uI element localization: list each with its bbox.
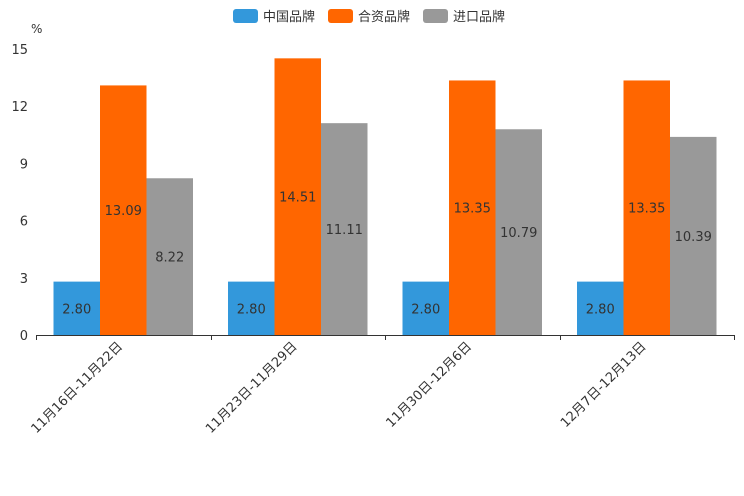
- bar: [146, 178, 193, 335]
- bar: [623, 80, 670, 336]
- data-label: 2.80: [237, 302, 266, 317]
- bar: [402, 281, 449, 335]
- legend-label: 进口品牌: [453, 9, 505, 25]
- data-label: 14.51: [279, 191, 316, 206]
- data-label: 10.39: [675, 230, 712, 245]
- x-tick-label: 12月7日-12月13日: [558, 339, 650, 431]
- x-tick-label: 11月16日-11月22日: [29, 339, 126, 436]
- data-label: 2.80: [586, 302, 615, 317]
- legend-label: 合资品牌: [358, 9, 410, 25]
- bar: [228, 281, 275, 335]
- data-label: 13.09: [105, 204, 142, 219]
- bar: [274, 58, 321, 336]
- y-tick-label: 0: [20, 329, 28, 344]
- y-tick-label: 3: [20, 272, 28, 287]
- bar: [577, 281, 624, 335]
- y-tick-label: 12: [11, 100, 28, 115]
- bar: [449, 80, 496, 336]
- data-label: 2.80: [411, 302, 440, 317]
- y-axis-unit-label: %: [31, 22, 42, 36]
- legend-swatch: [233, 9, 258, 23]
- bar: [495, 129, 542, 335]
- bar: [53, 281, 100, 335]
- bar: [100, 85, 147, 336]
- y-tick-label: 15: [11, 43, 28, 58]
- legend-label: 中国品牌: [263, 9, 315, 25]
- y-tick-label: 6: [20, 215, 28, 230]
- data-label: 11.11: [326, 223, 363, 238]
- x-tick-label: 11月23日-11月29日: [203, 339, 300, 436]
- x-tick-label: 11月30日-12月6日: [383, 339, 475, 431]
- data-label: 2.80: [62, 302, 91, 317]
- y-axis: 0 3 6 9 12 15: [11, 43, 28, 344]
- data-label: 13.35: [454, 202, 491, 217]
- bar: [670, 136, 717, 335]
- x-axis: 11月16日-11月22日 11月23日-11月29日 11月30日-12月6日 12…: [29, 335, 735, 437]
- legend: 中国品牌 合资品牌 进口品牌: [233, 9, 505, 25]
- legend-swatch: [328, 9, 353, 23]
- data-label: 13.35: [628, 202, 665, 217]
- data-label: 10.79: [500, 226, 537, 241]
- legend-swatch: [423, 9, 448, 23]
- bar: [321, 123, 368, 335]
- y-tick-label: 9: [20, 157, 28, 172]
- data-label: 8.22: [155, 251, 184, 266]
- bars: 2.80 13.09 8.22 2.80 14.51 11.11 2.80 13.35 10.7…: [53, 58, 717, 336]
